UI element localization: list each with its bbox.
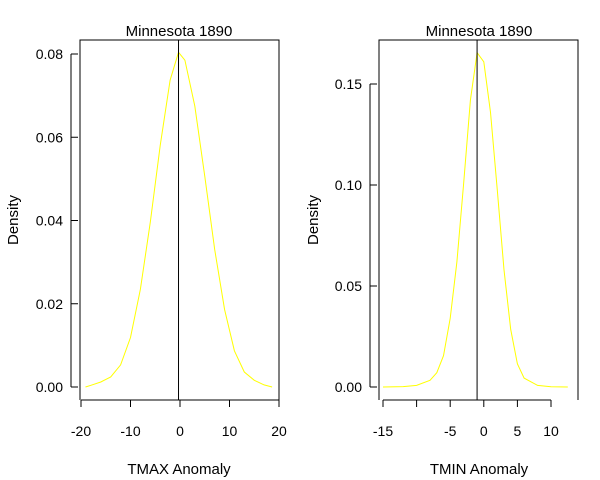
panel-title: Minnesota 1890 [426, 23, 533, 40]
x-tick-label: -20 [71, 423, 91, 439]
x-tick-label: -5 [444, 423, 457, 439]
panel-title: Minnesota 1890 [126, 23, 233, 40]
y-axis-label: Density [305, 194, 322, 245]
y-tick-label: 0.02 [36, 296, 63, 312]
x-tick-label: 0 [176, 423, 184, 439]
y-tick-label: 0.00 [36, 379, 63, 395]
y-tick-label: 0.10 [335, 177, 362, 193]
x-tick-label: -15 [373, 423, 393, 439]
tmin-density-panel: Minnesota 1890 TMIN Anomaly Density -15 -… [305, 23, 579, 478]
x-tick-label: 10 [222, 423, 238, 439]
plot-frame [378, 39, 579, 400]
x-tick-label: 0 [480, 423, 488, 439]
x-axis-label: TMIN Anomaly [430, 461, 529, 478]
x-tick-label: 20 [271, 423, 287, 439]
density-curve [382, 51, 568, 388]
y-tick-label: 0.00 [335, 379, 362, 395]
tmax-density-panel: Minnesota 1890 TMAX Anomaly Density -20 -… [5, 23, 287, 478]
y-axis-label: Density [5, 194, 22, 245]
x-tick-label: -10 [120, 423, 140, 439]
y-tick-label: 0.05 [335, 278, 362, 294]
plot-frame [79, 39, 280, 400]
y-tick-label: 0.08 [36, 46, 63, 62]
y-tick-label: 0.15 [335, 76, 362, 92]
y-tick-label: 0.04 [36, 213, 63, 229]
x-tick-label: 10 [543, 423, 559, 439]
x-tick-label: 5 [514, 423, 522, 439]
x-axis-label: TMAX Anomaly [127, 461, 231, 478]
y-tick-label: 0.06 [36, 129, 63, 145]
